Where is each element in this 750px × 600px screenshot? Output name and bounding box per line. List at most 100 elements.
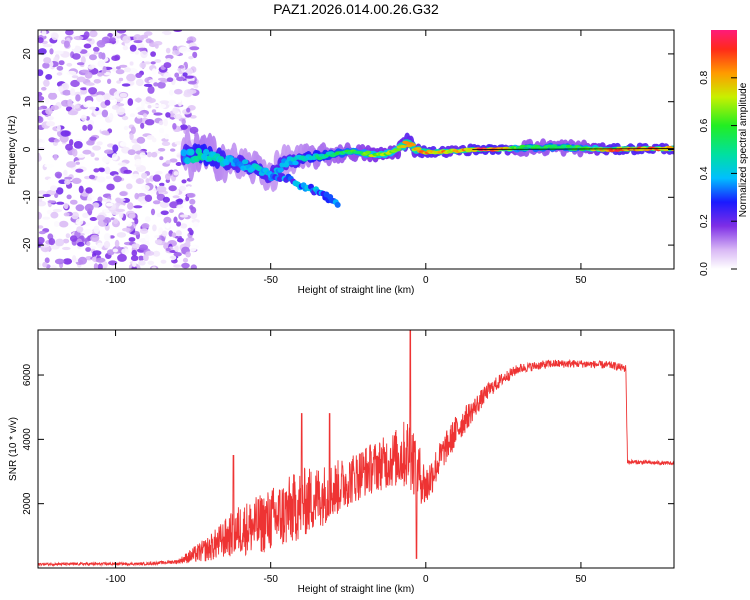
noise-speckle [180,124,188,130]
x-tick-label: -100 [106,275,126,286]
noise-speckle [192,221,199,228]
noise-speckle [109,96,116,101]
noise-speckle [53,139,60,143]
noise-speckle [169,255,177,261]
noise-speckle [173,216,178,224]
noise-speckle [54,258,65,265]
noise-speckle [132,261,137,268]
noise-speckle [58,85,64,93]
noise-speckle [160,79,169,83]
noise-speckle [174,72,180,78]
noise-speckle [127,98,134,106]
ridge-cell [519,144,526,148]
noise-speckle [45,74,53,80]
noise-speckle [186,186,192,192]
noise-speckle [159,126,164,135]
noise-speckle [38,106,44,110]
noise-speckle [106,183,115,191]
noise-speckle [97,263,103,269]
noise-speckle [143,83,153,87]
noise-speckle [75,168,84,173]
noise-speckle [74,104,80,109]
noise-speckle [72,148,78,157]
noise-speckle [140,200,146,205]
noise-speckle [56,124,61,132]
noise-speckle [178,46,188,54]
noise-speckle [100,126,108,132]
noise-speckle [111,153,118,161]
noise-speckle [110,190,117,199]
noise-speckle [66,194,72,200]
noise-speckle [172,107,179,114]
noise-speckle [181,179,187,184]
noise-speckle [103,209,110,213]
spectrogram-image [38,30,674,269]
ridge-cell [188,148,195,156]
noise-speckle [85,187,93,194]
noise-speckle [172,195,180,199]
colorbar-ticks: 0.0 0.2 0.4 0.6 0.8 [699,70,737,276]
noise-speckle [89,106,97,110]
noise-speckle [135,178,145,185]
noise-speckle [166,37,172,43]
noise-speckle [38,200,47,207]
noise-speckle [131,249,138,257]
ridge-cell [242,159,249,165]
y-tick-label: 0 [22,146,33,152]
noise-speckle [116,30,127,34]
y-tick-label: 6000 [22,363,33,386]
noise-speckle [59,220,69,228]
noise-speckle [88,87,98,95]
noise-speckle [147,104,152,109]
noise-speckle [86,140,95,146]
noise-speckle [172,50,181,56]
noise-speckle [126,73,136,82]
ridge-cell [409,143,416,147]
snr-x-axis-label: Height of straight line (km) [298,584,415,595]
noise-speckle [108,260,118,266]
noise-speckle [165,173,171,181]
noise-speckle [138,244,148,251]
noise-speckle [169,209,174,213]
noise-speckle [154,125,164,129]
noise-speckle [154,239,163,245]
noise-speckle [112,248,119,253]
noise-speckle [80,56,86,65]
noise-speckle [131,144,142,152]
noise-speckle [55,187,64,195]
noise-speckle [96,91,106,96]
noise-speckle [150,208,156,216]
noise-speckle [141,184,150,191]
noise-speckle [38,37,44,44]
noise-speckle [165,222,170,229]
noise-speckle [173,171,179,176]
ridge-core-line [472,148,674,150]
noise-speckle [97,72,103,77]
noise-speckle [83,43,92,49]
noise-speckle [76,76,86,83]
noise-speckle [63,212,70,217]
branch-cell [334,201,341,208]
noise-speckle [154,59,162,63]
noise-speckle [38,116,44,123]
noise-speckle [93,225,100,234]
noise-speckle [89,30,98,38]
noise-speckle [190,264,197,269]
colorbar-label: Normalized spectral amplitude [738,82,749,217]
noise-speckle [111,47,116,51]
noise-speckle [189,211,198,220]
noise-speckle [105,202,113,207]
noise-speckle [92,250,102,256]
noise-speckle [71,211,79,220]
noise-speckle [49,48,54,55]
colorbar-tick-label: 0.8 [699,70,710,84]
noise-speckle [166,77,174,82]
noise-speckle [175,162,182,166]
noise-speckle [54,171,63,178]
noise-speckle [156,185,167,193]
noise-speckle [130,255,139,262]
noise-speckle [147,98,156,103]
noise-speckle [55,238,65,247]
noise-speckle [154,235,160,239]
